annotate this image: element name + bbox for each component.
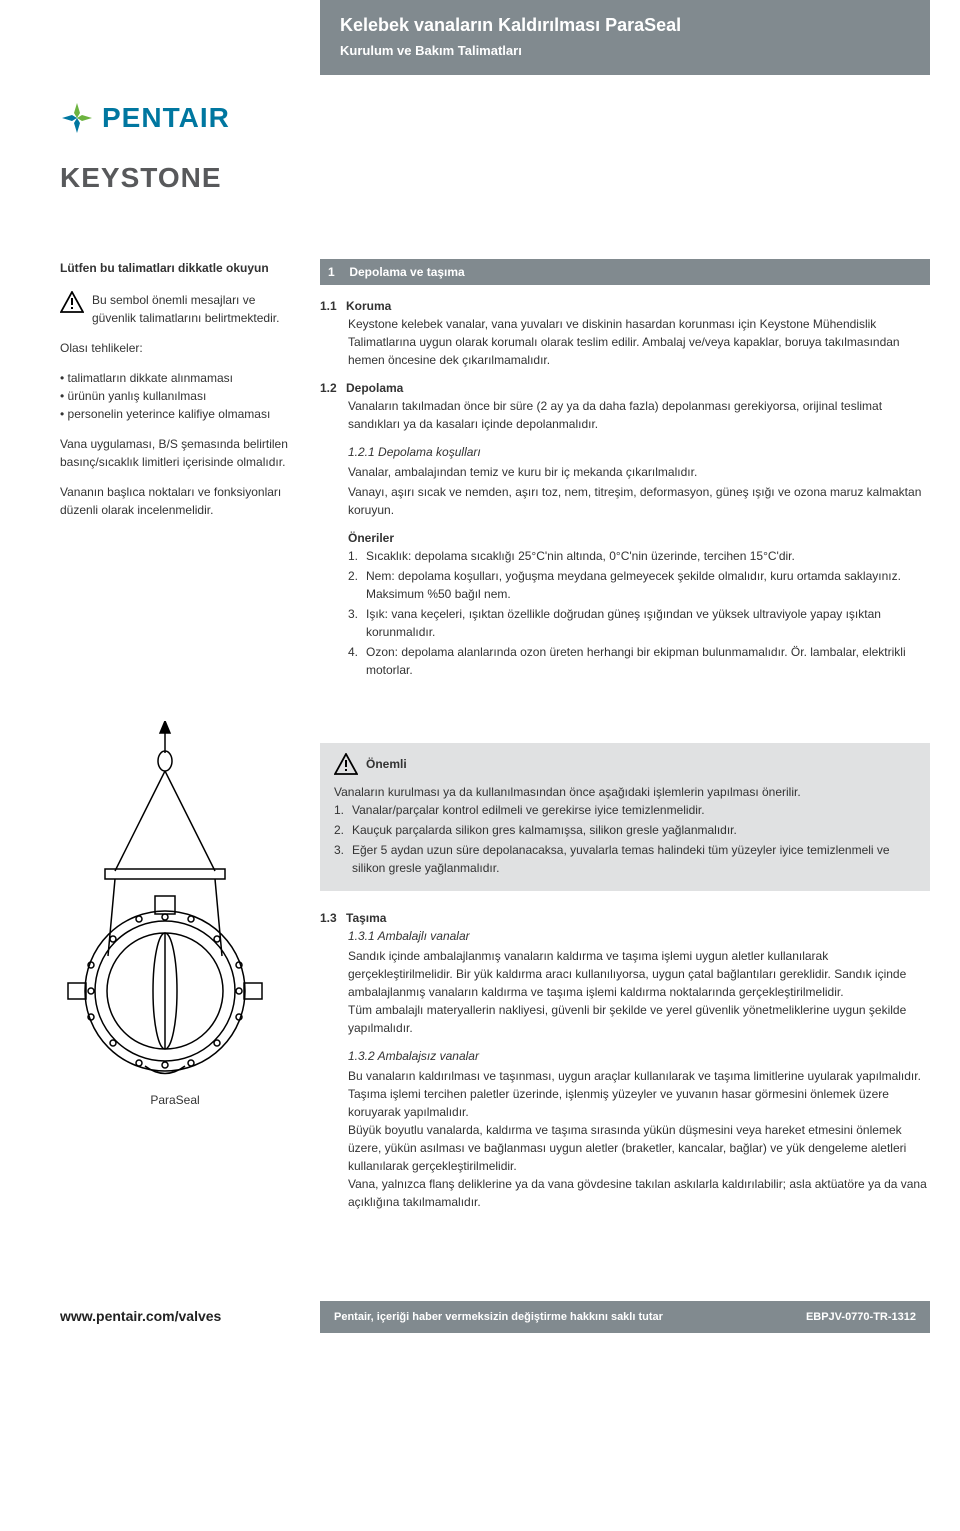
footer-notice: Pentair, içeriği haber vermeksizin değiş… bbox=[334, 1309, 663, 1326]
valve-lifting-diagram bbox=[60, 721, 270, 1081]
rec-4: Ozon: depolama alanlarında ozon üreten h… bbox=[366, 643, 930, 679]
s13-num: 1.3 bbox=[320, 909, 346, 927]
warning-icon bbox=[60, 291, 84, 313]
footer-url: www.pentair.com/valves bbox=[60, 1306, 290, 1327]
brand-name: KEYSTONE bbox=[60, 157, 960, 199]
figure-column: ParaSeal bbox=[60, 721, 290, 1221]
footer-code: EBPJV-0770-TR-1312 bbox=[806, 1309, 916, 1326]
bullet-2: ürünün yanlış kullanılması bbox=[68, 389, 207, 403]
lower-right-column: Önemli Vanaların kurulması ya da kullanı… bbox=[320, 721, 930, 1221]
important-2: Kauçuk parçalarda silikon gres kalmamışs… bbox=[352, 821, 916, 839]
header-bar: Kelebek vanaların Kaldırılması ParaSeal … bbox=[320, 0, 930, 75]
s121-title: 1.2.1 Depolama koşulları bbox=[348, 443, 930, 461]
figure-caption: ParaSeal bbox=[60, 1091, 290, 1109]
doc-title: Kelebek vanaların Kaldırılması ParaSeal bbox=[340, 12, 910, 39]
hazard-bullets: • talimatların dikkate alınmaması • ürün… bbox=[60, 369, 290, 423]
important-3: Eğer 5 aydan uzun süre depolanacaksa, yu… bbox=[352, 841, 916, 877]
section-1-label: Depolama ve taşıma bbox=[349, 265, 464, 279]
s13-title: Taşıma bbox=[346, 911, 386, 925]
important-box: Önemli Vanaların kurulması ya da kullanı… bbox=[320, 743, 930, 891]
important-1: Vanalar/parçalar kontrol edilmeli ve ger… bbox=[352, 801, 916, 819]
section-1-num: 1 bbox=[328, 263, 346, 281]
left-p3: Vananın başlıca noktaları ve fonksiyonla… bbox=[60, 483, 290, 519]
rec-1: Sıcaklık: depolama sıcaklığı 25°C'nin al… bbox=[366, 547, 930, 565]
s132-title: 1.3.2 Ambalajsız vanalar bbox=[348, 1047, 930, 1065]
rec-3: Işık: vana keçeleri, ışıktan özellikle d… bbox=[366, 605, 930, 641]
right-column: 1 Depolama ve taşıma 1.1Koruma Keystone … bbox=[320, 259, 930, 681]
bullet-3: personelin yeterince kalifiye olmaması bbox=[68, 407, 271, 421]
pentair-logo-icon bbox=[60, 101, 94, 135]
read-instructions-title: Lütfen bu talimatları dikkatle okuyun bbox=[60, 259, 290, 277]
s12-title: Depolama bbox=[346, 381, 403, 395]
warning-text: Bu sembol önemli mesajları ve güvenlik t… bbox=[92, 291, 290, 327]
rec-2: Nem: depolama koşulları, yoğuşma meydana… bbox=[366, 567, 930, 603]
important-intro: Vanaların kurulması ya da kullanılmasınd… bbox=[334, 783, 916, 801]
s131-body: Sandık içinde ambalajlanmış vanaların ka… bbox=[348, 947, 930, 1037]
hazards-intro: Olası tehlikeler: bbox=[60, 339, 290, 357]
s121-p2: Vanayı, aşırı sıcak ve nemden, aşırı toz… bbox=[348, 483, 930, 519]
warning-icon bbox=[334, 753, 358, 775]
left-column: Lütfen bu talimatları dikkatle okuyun Bu… bbox=[60, 259, 290, 681]
footer: www.pentair.com/valves Pentair, içeriği … bbox=[60, 1301, 930, 1334]
logo-area: PENTAIR bbox=[60, 97, 960, 139]
recommendations-title: Öneriler bbox=[348, 529, 930, 547]
left-p2: Vana uygulaması, B/S şemasında belirtile… bbox=[60, 435, 290, 471]
bullet-1: talimatların dikkate alınmaması bbox=[68, 371, 233, 385]
s11-num: 1.1 bbox=[320, 297, 346, 315]
footer-bar: Pentair, içeriği haber vermeksizin değiş… bbox=[320, 1301, 930, 1334]
s11-title: Koruma bbox=[346, 299, 391, 313]
s131-title: 1.3.1 Ambalajlı vanalar bbox=[348, 927, 930, 945]
s12-num: 1.2 bbox=[320, 379, 346, 397]
s121-p1: Vanalar, ambalajından temiz ve kuru bir … bbox=[348, 463, 930, 481]
recommendations-list: 1.Sıcaklık: depolama sıcaklığı 25°C'nin … bbox=[348, 547, 930, 679]
section-1-bar: 1 Depolama ve taşıma bbox=[320, 259, 930, 285]
s12-body: Vanaların takılmadan önce bir süre (2 ay… bbox=[348, 397, 930, 433]
important-title: Önemli bbox=[366, 755, 407, 773]
s11-body: Keystone kelebek vanalar, vana yuvaları … bbox=[348, 315, 930, 369]
logo-text: PENTAIR bbox=[102, 97, 230, 139]
s132-body: Bu vanaların kaldırılması ve taşınması, … bbox=[348, 1067, 930, 1211]
doc-subtitle: Kurulum ve Bakım Talimatları bbox=[340, 41, 910, 61]
